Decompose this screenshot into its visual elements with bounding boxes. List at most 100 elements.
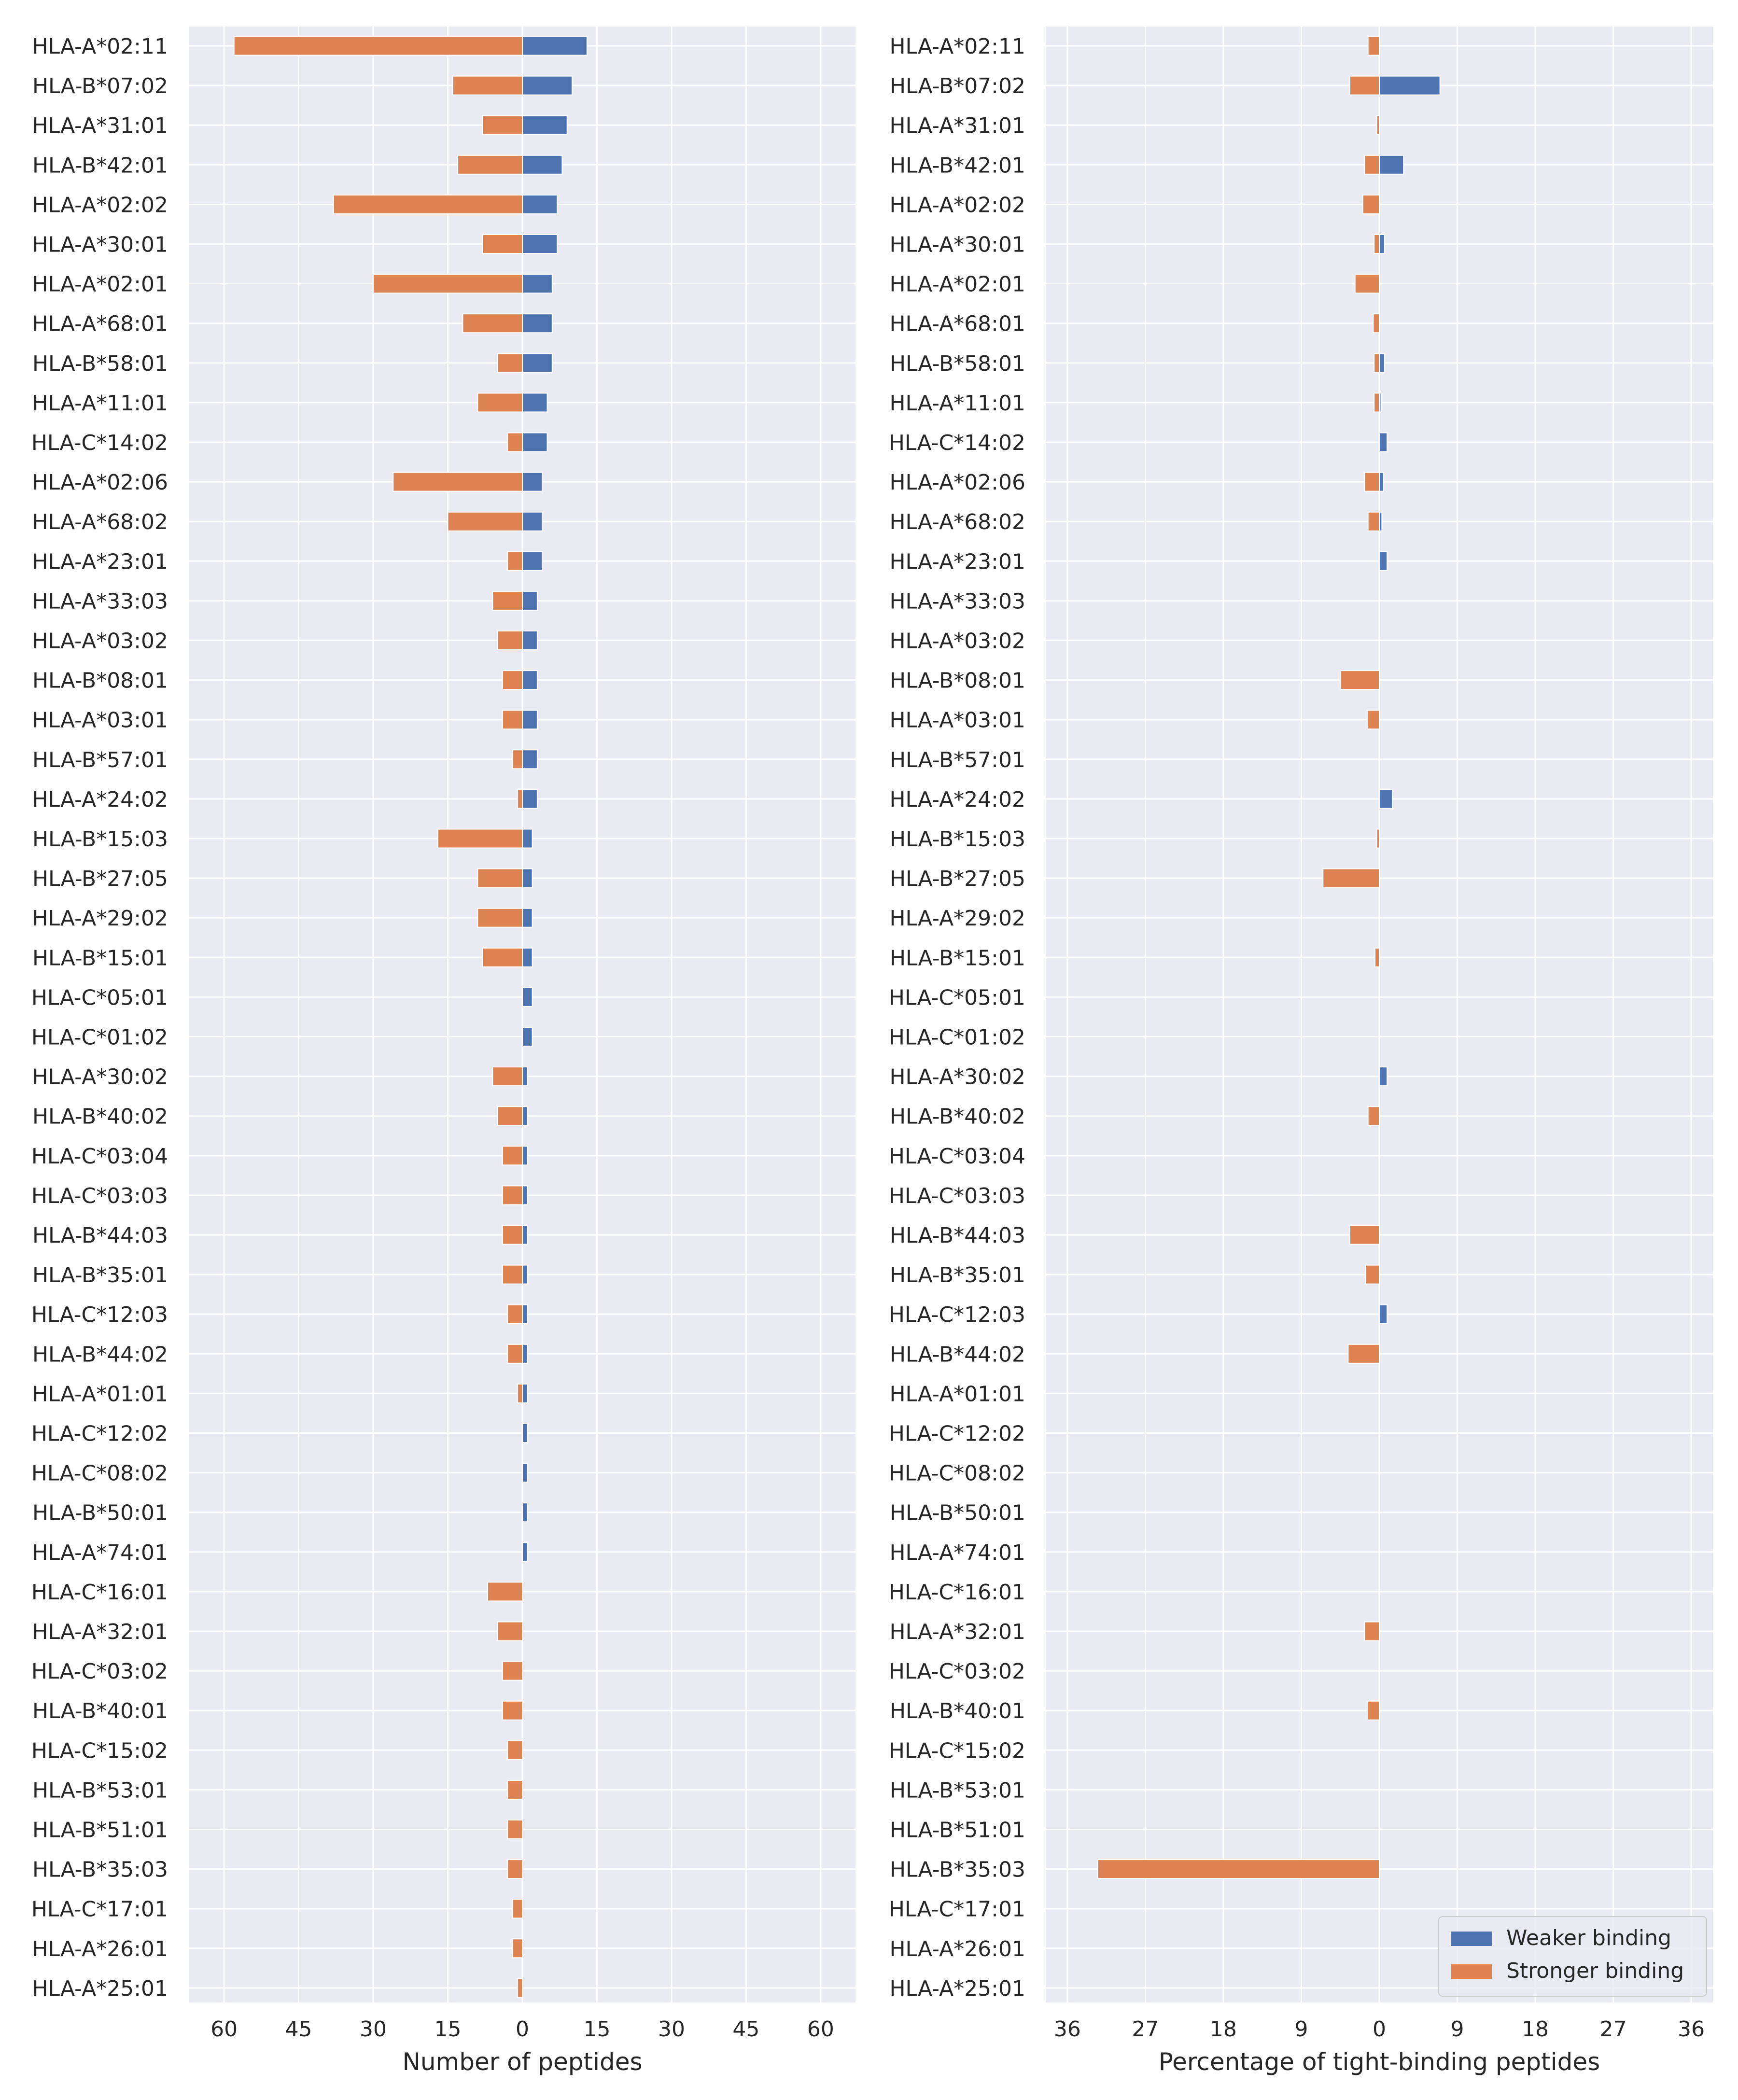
bar-stronger-binding <box>392 472 523 492</box>
category-label: HLA-A*26:01 <box>32 1937 168 1961</box>
bar-stronger-binding <box>333 194 523 214</box>
bar-stronger-binding <box>1322 868 1380 888</box>
bar-weaker-binding <box>522 511 543 532</box>
category-label: HLA-A*26:01 <box>889 1937 1025 1961</box>
category-label: HLA-A*68:02 <box>889 510 1025 534</box>
category-label: HLA-A*01:01 <box>32 1382 168 1406</box>
category-label: HLA-A*25:01 <box>32 1976 168 2001</box>
bar-stronger-binding <box>1374 234 1380 254</box>
bar-weaker-binding <box>522 1502 528 1523</box>
bar-stronger-binding <box>1349 1225 1380 1245</box>
bar-weaker-binding <box>522 1225 528 1245</box>
bar-stronger-binding <box>507 1859 523 1879</box>
category-label: HLA-A*02:01 <box>32 272 168 297</box>
x-tick-label: 0 <box>1373 2017 1386 2042</box>
category-label: HLA-B*27:05 <box>32 867 168 891</box>
category-label: HLA-B*40:01 <box>890 1699 1025 1723</box>
bar-weaker-binding <box>522 392 548 413</box>
category-label: HLA-B*08:01 <box>890 669 1025 693</box>
category-label: HLA-B*44:02 <box>32 1342 168 1367</box>
bar-weaker-binding <box>522 828 533 849</box>
bar-stronger-binding <box>482 947 523 967</box>
category-label: HLA-A*32:01 <box>889 1620 1025 1644</box>
bar-stronger-binding <box>1340 670 1380 690</box>
bar-weaker-binding <box>522 789 538 809</box>
bar-stronger-binding <box>517 1978 523 1998</box>
bar-stronger-binding <box>517 789 523 809</box>
category-label: HLA-C*12:02 <box>889 1422 1025 1446</box>
category-label: HLA-B*15:01 <box>890 946 1025 970</box>
bar-stronger-binding <box>1097 1859 1380 1879</box>
category-label: HLA-C*17:01 <box>889 1897 1025 1922</box>
category-label: HLA-A*03:02 <box>32 629 168 654</box>
x-tick-label: 15 <box>583 2017 610 2042</box>
category-label: HLA-B*51:01 <box>890 1818 1025 1843</box>
bar-stronger-binding <box>1367 36 1380 56</box>
category-label: HLA-B*50:01 <box>890 1501 1025 1526</box>
category-label: HLA-C*03:02 <box>31 1659 168 1684</box>
bar-weaker-binding <box>522 75 573 96</box>
bar-stronger-binding <box>502 1700 523 1721</box>
bar-stronger-binding <box>1366 710 1380 730</box>
category-label: HLA-A*01:01 <box>889 1382 1025 1406</box>
x-tick-label: 0 <box>516 2017 529 2042</box>
bar-stronger-binding <box>1364 472 1380 492</box>
category-label: HLA-B*40:02 <box>32 1105 168 1129</box>
category-label: HLA-A*03:02 <box>889 629 1025 654</box>
bar-stronger-binding <box>1374 947 1380 967</box>
bar-stronger-binding <box>507 1304 523 1324</box>
category-label: HLA-A*02:02 <box>889 193 1025 217</box>
category-label: HLA-C*01:02 <box>31 1025 168 1050</box>
bar-stronger-binding <box>497 1106 523 1126</box>
bar-weaker-binding <box>522 987 533 1007</box>
category-label: HLA-C*05:01 <box>31 985 168 1010</box>
category-label: HLA-B*53:01 <box>890 1778 1025 1803</box>
category-label: HLA-A*30:02 <box>889 1065 1025 1090</box>
x-tick-label: 27 <box>1600 2017 1627 2042</box>
bar-stronger-binding <box>507 551 523 571</box>
x-tick-label: 18 <box>1522 2017 1549 2042</box>
category-label: HLA-A*74:01 <box>889 1540 1025 1565</box>
bar-weaker-binding <box>1379 75 1441 96</box>
bar-stronger-binding <box>492 1066 523 1087</box>
bar-weaker-binding <box>522 1423 528 1443</box>
bar-weaker-binding <box>1379 392 1382 413</box>
category-label: HLA-B*57:01 <box>32 748 168 772</box>
category-label: HLA-B*44:02 <box>890 1342 1025 1367</box>
category-label: HLA-A*68:01 <box>889 312 1025 336</box>
bar-stronger-binding <box>477 908 523 928</box>
bar-stronger-binding <box>1365 1264 1380 1285</box>
bar-weaker-binding <box>522 1304 528 1324</box>
legend-label-weaker: Weaker binding <box>1506 1926 1671 1950</box>
bar-stronger-binding <box>1366 1700 1380 1721</box>
category-label: HLA-B*07:02 <box>32 74 168 98</box>
category-label: HLA-C*15:02 <box>31 1738 168 1763</box>
x-axis-title: Percentage of tight-binding peptides <box>1159 2048 1600 2076</box>
category-label: HLA-A*32:01 <box>32 1620 168 1644</box>
category-label: HLA-C*12:03 <box>31 1302 168 1327</box>
category-label: HLA-B*15:03 <box>32 827 168 852</box>
category-label: HLA-A*24:02 <box>32 787 168 812</box>
bar-stronger-binding <box>517 1383 523 1403</box>
panel-percentage-tight-binding: 36 27 18 9 0 9 18 27 36 HLA-A*02:11 HLA-B*07:02 HLA… <box>889 27 1713 2076</box>
category-label: HLA-B*58:01 <box>32 351 168 376</box>
bar-stronger-binding <box>497 353 523 373</box>
category-label: HLA-C*14:02 <box>31 431 168 455</box>
bar-stronger-binding <box>502 710 523 730</box>
x-tick-label: 60 <box>807 2017 834 2042</box>
bar-weaker-binding <box>522 1542 528 1562</box>
bar-stronger-binding <box>512 1938 523 1959</box>
category-label: HLA-B*40:02 <box>890 1105 1025 1129</box>
category-label: HLA-A*31:01 <box>32 113 168 138</box>
x-tick-label: 60 <box>210 2017 238 2042</box>
category-label: HLA-A*30:01 <box>32 233 168 257</box>
bar-stronger-binding <box>492 590 523 611</box>
bar-weaker-binding <box>1379 472 1384 492</box>
bar-weaker-binding <box>522 868 533 888</box>
bar-weaker-binding <box>1379 1066 1388 1087</box>
x-tick-label: 18 <box>1210 2017 1237 2042</box>
bar-weaker-binding <box>522 234 558 254</box>
bar-weaker-binding <box>1379 551 1388 571</box>
bar-stronger-binding <box>512 749 523 770</box>
bar-weaker-binding <box>522 630 538 650</box>
